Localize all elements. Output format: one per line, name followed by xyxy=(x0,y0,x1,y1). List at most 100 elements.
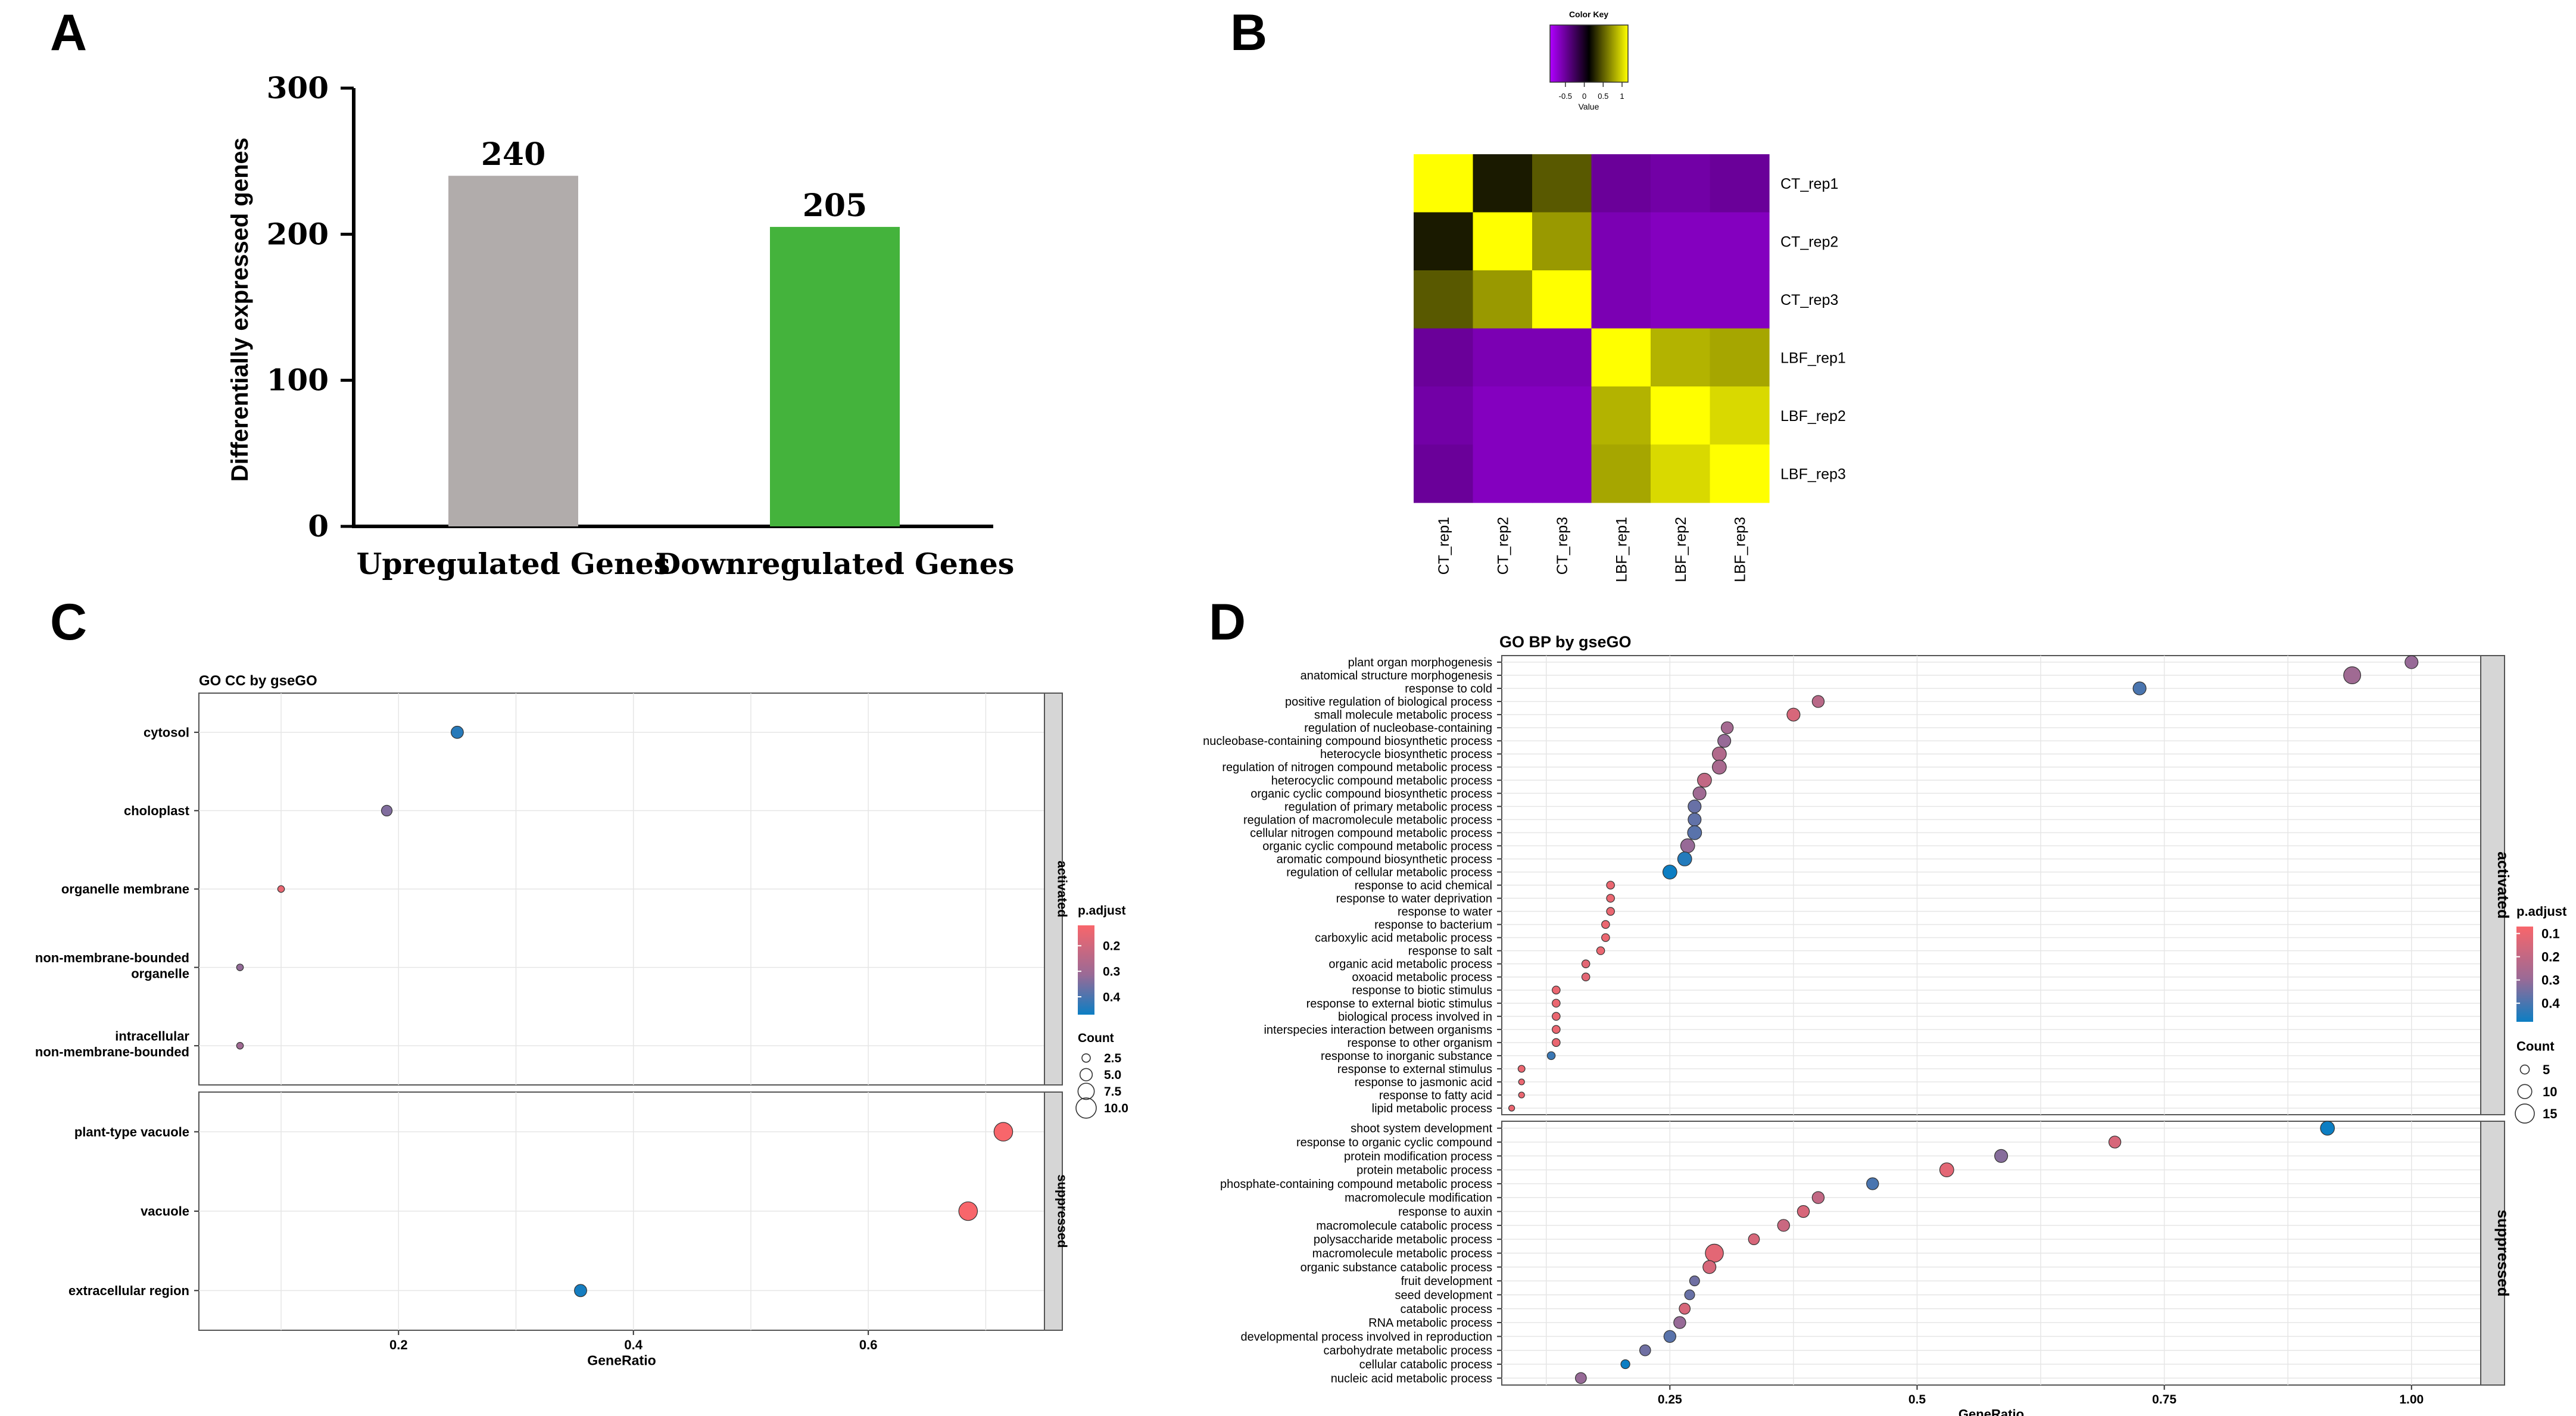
data-point xyxy=(1517,1065,1526,1073)
legend-color-tick-label: 0.1 xyxy=(2541,926,2560,941)
data-point xyxy=(1552,999,1561,1008)
term-label: shoot system development xyxy=(1351,1122,1492,1136)
term-label: regulation of nucleobase-containing xyxy=(1304,722,1492,735)
legend-color-tick-label: 0.4 xyxy=(1103,990,1121,1004)
x-tick-label: 0.75 xyxy=(2152,1393,2176,1406)
heatmap-cell xyxy=(1651,154,1711,213)
term-label: plant-type vacuole xyxy=(74,1124,189,1139)
term-label: macromolecule catabolic process xyxy=(1316,1219,1492,1233)
data-point xyxy=(1663,1330,1676,1343)
data-point xyxy=(958,1201,978,1221)
data-point xyxy=(574,1284,587,1298)
heatmap-cell xyxy=(1591,328,1651,387)
data-point xyxy=(1518,1078,1525,1086)
data-point xyxy=(1606,907,1615,916)
data-point xyxy=(1811,695,1825,708)
legend-size-title: Count xyxy=(1078,1031,1114,1045)
panel-c-dotplot: GO CC by gseGO cytosol choloplast organell… xyxy=(35,673,1128,1368)
legend-size-title: Count xyxy=(2516,1038,2555,1053)
data-point xyxy=(1705,1243,1724,1263)
term-label: small molecule metabolic process xyxy=(1314,709,1492,722)
data-point xyxy=(1552,985,1561,995)
heatmap-cell xyxy=(1591,212,1651,271)
term-label: regulation of cellular metabolic process xyxy=(1286,866,1492,879)
heatmap-cell xyxy=(1532,212,1592,271)
heatmap-cell xyxy=(1710,154,1770,213)
term-label: developmental process involved in reprod… xyxy=(1241,1330,1492,1343)
facet-strip xyxy=(1044,1091,1063,1331)
data-point xyxy=(2132,681,2147,695)
legend-color-title: p.adjust xyxy=(1078,904,1126,918)
data-point xyxy=(1692,786,1707,800)
heatmap-cell xyxy=(1532,270,1592,329)
data-point xyxy=(1673,1316,1686,1329)
heatmap-cell xyxy=(1414,270,1474,329)
data-point xyxy=(1508,1105,1515,1112)
term-label: fruit development xyxy=(1401,1275,1493,1288)
term-label: organic cyclic compound metabolic proces… xyxy=(1262,840,1492,853)
term-label: positive regulation of biological proces… xyxy=(1285,695,1492,709)
term-label: protein modification process xyxy=(1344,1150,1492,1163)
heatmap-col-label: LBF_rep2 xyxy=(1673,517,1689,582)
legend-size-circle xyxy=(2517,1084,2533,1099)
data-point xyxy=(1680,838,1695,853)
x-tick-label: 1.00 xyxy=(2399,1393,2424,1406)
data-point xyxy=(381,804,393,817)
heatmap-cell xyxy=(1710,212,1770,271)
data-point xyxy=(2343,666,2362,684)
term-label: phosphate-containing compound metabolic … xyxy=(1220,1178,1492,1191)
heatmap-cell xyxy=(1651,386,1711,445)
x-tick-label: 0.5 xyxy=(1908,1393,1926,1406)
heatmap-cell xyxy=(1710,328,1770,387)
data-point xyxy=(1702,1260,1717,1274)
term-label: catabolic process xyxy=(1400,1303,1492,1316)
term-label: interspecies interaction between organis… xyxy=(1264,1024,1492,1037)
term-label: macromolecule metabolic process xyxy=(1312,1247,1492,1261)
legend-size-label: 2.5 xyxy=(1104,1052,1122,1065)
panel-c-title: GO CC by gseGO xyxy=(199,673,317,689)
data-point xyxy=(236,1041,244,1050)
data-point xyxy=(1811,1191,1825,1204)
y-tick-label: 300 xyxy=(267,70,329,105)
term-label: carboxylic acid metabolic process xyxy=(1315,932,1492,945)
data-point xyxy=(993,1122,1013,1141)
data-point xyxy=(1677,852,1692,866)
panel-b-heatmap: Color Key -0.5 0 0.5 1 Value CT_rep1 CT_rep2… xyxy=(1414,10,1846,582)
term-label: seed development xyxy=(1395,1289,1493,1302)
heatmap-row-label: LBF_rep3 xyxy=(1780,466,1846,482)
data-point xyxy=(1552,1012,1561,1021)
heatmap-col-label: LBF_rep3 xyxy=(1732,517,1748,582)
legend-size-label: 5 xyxy=(2543,1062,2550,1077)
data-point xyxy=(1639,1344,1651,1356)
term-label: non-membrane-bounded organelle xyxy=(35,950,189,981)
data-point xyxy=(236,963,244,971)
facet-strip xyxy=(2480,1121,2505,1386)
legend-size-circle xyxy=(2515,1103,2535,1124)
data-point xyxy=(1697,772,1712,788)
facet-strip xyxy=(1044,693,1063,1086)
data-point xyxy=(1720,721,1734,734)
term-label: nucleobase-containing compound biosynthe… xyxy=(1203,735,1492,748)
heatmap-col-label: CT_rep2 xyxy=(1495,517,1511,575)
data-point xyxy=(1748,1233,1760,1246)
x-tick-label: 0.4 xyxy=(624,1337,643,1352)
x-tick-label: 0.2 xyxy=(389,1337,408,1352)
data-point xyxy=(1688,812,1702,826)
heatmap-cell xyxy=(1473,154,1533,213)
y-tick-label: 100 xyxy=(267,363,329,398)
legend-color-title: p.adjust xyxy=(2516,904,2567,919)
term-label: RNA metabolic process xyxy=(1368,1317,1492,1330)
color-key-bar xyxy=(1549,24,1629,83)
data-point xyxy=(1546,1051,1556,1061)
heatmap-cell xyxy=(1651,444,1711,503)
term-label: cytosol xyxy=(144,725,189,740)
data-point xyxy=(1575,1372,1587,1384)
term-label: response to other organism xyxy=(1348,1037,1492,1050)
color-key-tick-label: 0.5 xyxy=(1598,92,1608,101)
panel-letter-a: A xyxy=(50,4,87,61)
heatmap-cell xyxy=(1473,444,1533,503)
data-point xyxy=(450,725,464,739)
term-label: choloplast xyxy=(124,803,190,818)
heatmap-cell xyxy=(1532,328,1592,387)
